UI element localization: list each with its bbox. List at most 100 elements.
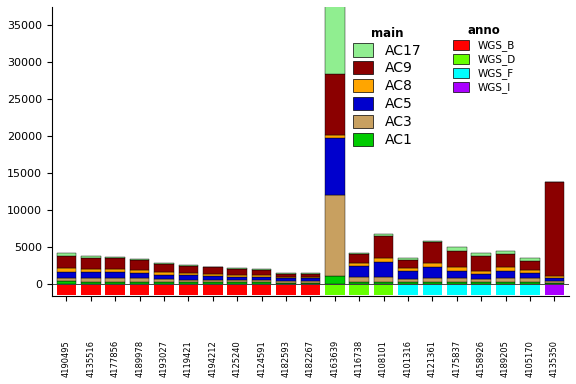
Bar bbox=[130, 259, 149, 260]
Bar bbox=[545, 276, 564, 278]
Bar bbox=[154, 263, 174, 264]
Bar bbox=[130, 285, 149, 295]
Bar bbox=[545, 281, 564, 283]
Bar bbox=[252, 277, 271, 280]
Bar bbox=[203, 267, 222, 274]
Bar bbox=[374, 282, 393, 283]
Bar bbox=[398, 285, 418, 295]
Bar bbox=[56, 278, 76, 281]
Bar bbox=[496, 278, 516, 282]
Bar bbox=[81, 282, 101, 283]
Bar bbox=[301, 277, 320, 278]
Bar bbox=[496, 252, 516, 254]
Bar bbox=[447, 285, 467, 295]
Bar bbox=[56, 272, 76, 278]
Bar bbox=[447, 278, 467, 282]
Bar bbox=[276, 273, 296, 277]
Bar bbox=[447, 271, 467, 278]
Bar bbox=[520, 273, 540, 278]
Bar bbox=[203, 274, 222, 276]
Bar bbox=[228, 280, 247, 282]
Bar bbox=[154, 279, 174, 282]
Bar bbox=[252, 270, 271, 275]
Bar bbox=[374, 258, 393, 262]
Legend: WGS_B, WGS_D, WGS_F, WGS_I: WGS_B, WGS_D, WGS_F, WGS_I bbox=[450, 21, 518, 96]
Bar bbox=[374, 277, 393, 282]
Bar bbox=[154, 282, 174, 283]
Bar bbox=[130, 270, 149, 273]
Bar bbox=[496, 282, 516, 283]
Bar bbox=[350, 282, 369, 283]
Bar bbox=[447, 267, 467, 271]
Bar bbox=[179, 282, 198, 283]
Bar bbox=[252, 275, 271, 277]
Bar bbox=[228, 268, 247, 269]
Bar bbox=[325, 285, 344, 295]
Bar bbox=[447, 247, 467, 251]
Bar bbox=[81, 269, 101, 273]
Bar bbox=[350, 285, 369, 295]
Bar bbox=[130, 260, 149, 270]
Bar bbox=[179, 280, 198, 282]
Bar bbox=[520, 261, 540, 270]
Bar bbox=[252, 269, 271, 270]
Bar bbox=[472, 285, 491, 295]
Bar bbox=[472, 253, 491, 256]
Bar bbox=[179, 275, 198, 280]
Bar bbox=[56, 268, 76, 272]
Bar bbox=[520, 258, 540, 261]
Bar bbox=[423, 266, 442, 278]
Bar bbox=[56, 256, 76, 268]
Bar bbox=[276, 277, 296, 278]
Bar bbox=[203, 280, 222, 282]
Bar bbox=[228, 282, 247, 283]
Bar bbox=[179, 285, 198, 295]
Bar bbox=[105, 258, 125, 269]
Bar bbox=[374, 262, 393, 277]
Bar bbox=[545, 182, 564, 276]
Bar bbox=[130, 273, 149, 278]
Bar bbox=[325, 3, 344, 74]
Bar bbox=[350, 263, 369, 266]
Bar bbox=[56, 253, 76, 256]
Bar bbox=[203, 266, 222, 267]
Bar bbox=[496, 267, 516, 271]
Bar bbox=[496, 271, 516, 278]
Bar bbox=[105, 278, 125, 282]
Bar bbox=[545, 285, 564, 295]
Bar bbox=[105, 273, 125, 278]
Bar bbox=[228, 275, 247, 276]
Bar bbox=[252, 282, 271, 283]
Bar bbox=[325, 138, 344, 195]
Bar bbox=[276, 285, 296, 295]
Bar bbox=[154, 264, 174, 272]
Bar bbox=[56, 285, 76, 295]
Bar bbox=[325, 195, 344, 276]
Bar bbox=[81, 258, 101, 269]
Bar bbox=[398, 268, 418, 271]
Bar bbox=[545, 278, 564, 281]
Bar bbox=[472, 256, 491, 271]
Bar bbox=[423, 263, 442, 266]
Bar bbox=[228, 269, 247, 275]
Bar bbox=[203, 276, 222, 280]
Bar bbox=[154, 275, 174, 279]
Bar bbox=[105, 257, 125, 258]
Bar bbox=[301, 278, 320, 281]
Bar bbox=[398, 280, 418, 282]
Bar bbox=[374, 236, 393, 258]
Bar bbox=[350, 253, 369, 254]
Bar bbox=[179, 273, 198, 275]
Bar bbox=[252, 280, 271, 282]
Bar bbox=[81, 278, 101, 282]
Bar bbox=[179, 265, 198, 266]
Bar bbox=[301, 273, 320, 274]
Bar bbox=[325, 74, 344, 134]
Bar bbox=[472, 279, 491, 282]
Bar bbox=[350, 254, 369, 263]
Bar bbox=[423, 282, 442, 283]
Bar bbox=[398, 282, 418, 283]
Bar bbox=[130, 278, 149, 282]
Bar bbox=[154, 285, 174, 295]
Bar bbox=[398, 260, 418, 268]
